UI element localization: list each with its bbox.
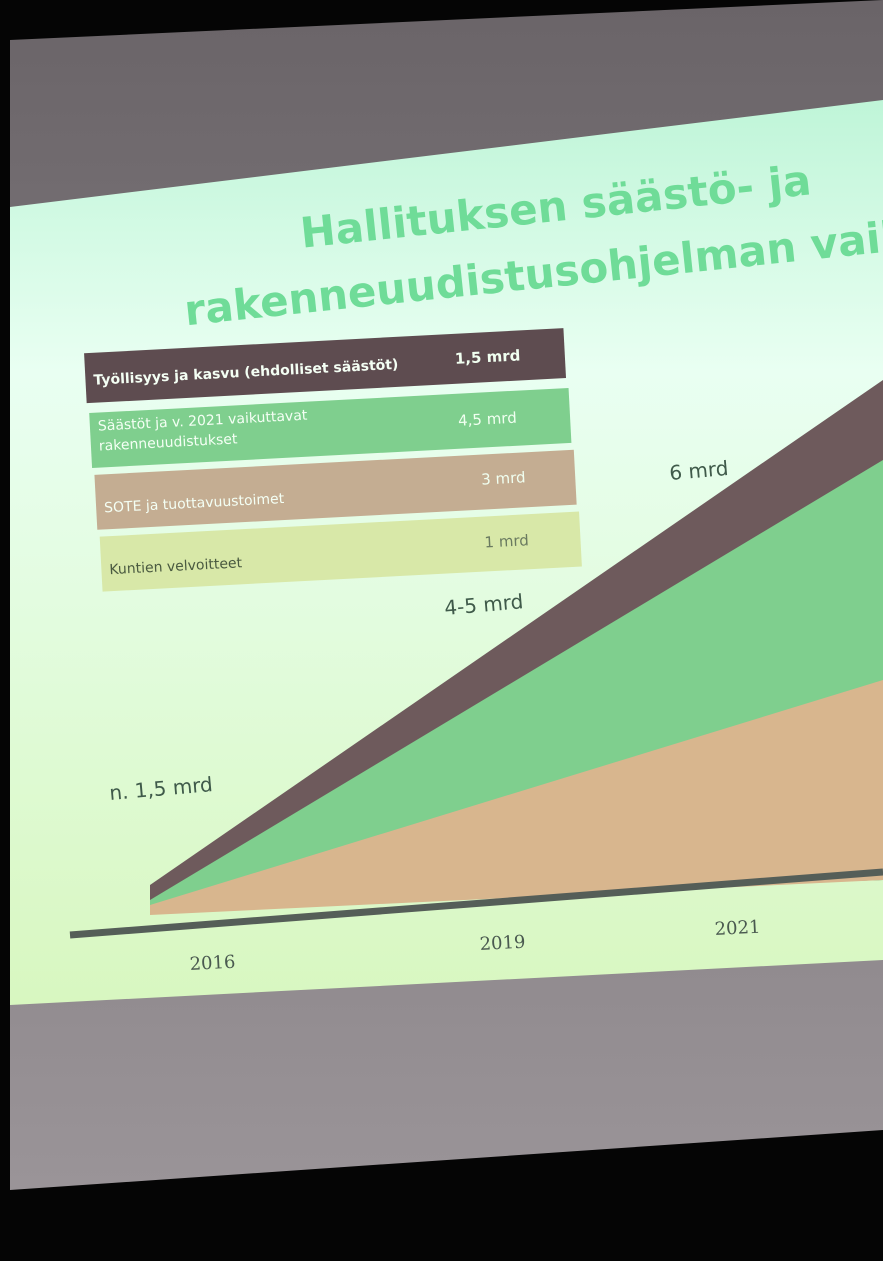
year-label: 2021 [714,917,761,940]
annotation: 6 mrd [668,456,729,485]
legend-amount: 1 mrd [484,531,529,551]
legend-amount: 1,5 mrd [454,346,520,367]
year-label: 2016 [189,952,236,975]
photo: Hallituksen säästö- ja rakenneuudistusoh… [0,0,883,1261]
legend-amount: 3 mrd [481,468,526,488]
year-label: 2019 [479,932,526,955]
legend-amount: 4,5 mrd [458,409,518,430]
